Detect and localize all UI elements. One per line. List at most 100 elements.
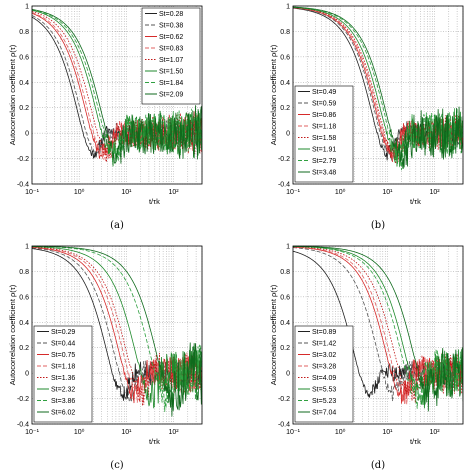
series-line-St=1.42 (293, 247, 463, 402)
y-tick-label: 0 (25, 131, 29, 138)
x-tick-label: 10² (169, 429, 180, 436)
legend-entry: St=1.91 (312, 147, 336, 154)
y-tick-label: 0.4 (280, 80, 290, 87)
panel-caption: (c) (110, 460, 124, 471)
y-tick-label: 0.4 (19, 80, 29, 87)
y-tick-label: 0.2 (19, 345, 29, 352)
legend-entry: St=0.83 (159, 46, 183, 53)
y-tick-label: 0.4 (280, 320, 290, 327)
legend: St=0.49 St=0.59 St=0.86 St=1.18 St=1.58 St=1.… (294, 85, 354, 183)
series-line-St=7.04 (293, 246, 463, 412)
legend-box (294, 325, 354, 423)
legend: St=0.29 St=0.44 St=0.75 St=1.18 St=1.36 St=2.… (33, 325, 93, 423)
chart-panel-a: 1 0.8 0.6 0.4 0.2 0 -0.2 -0.410⁻¹ 10⁰ 10¹ 10² Autoc… (8, 4, 203, 231)
y-tick-label: 0 (286, 131, 290, 138)
legend-entry: St=2.79 (312, 158, 336, 165)
x-tick-label: 10⁰ (74, 188, 85, 196)
legend-entry: St=0.89 (312, 329, 336, 336)
y-tick-label: 0.2 (19, 105, 29, 112)
legend-entry: St=0.49 (312, 89, 336, 96)
plot-frame (292, 5, 464, 185)
x-tick-label: 10¹ (121, 189, 132, 196)
legend-entry: St=0.62 (159, 34, 183, 41)
y-tick-label: -0.2 (278, 396, 290, 403)
x-tick-label: 10⁻¹ (286, 189, 300, 196)
y-tick-label: 0.6 (19, 294, 29, 301)
plot-frame (31, 5, 203, 185)
legend-box (33, 325, 93, 423)
x-tick-label: 10⁻¹ (25, 429, 39, 436)
legend-box (141, 7, 201, 105)
legend-entry: St=7.04 (312, 410, 336, 417)
series-line-St=6.02 (32, 246, 202, 417)
legend-entry: St=1.18 (51, 364, 75, 371)
legend-entry: St=1.42 (312, 341, 336, 348)
series-line-St=2.32 (32, 246, 202, 409)
y-axis-label: Autocorrelation coefficient ρ(τ) (8, 284, 17, 385)
legend: St=0.89 St=1.42 St=3.02 St=3.28 St=4.09 St=5.… (294, 325, 354, 423)
legend-entry: St=1.58 (312, 135, 336, 142)
x-tick-label: 10¹ (382, 429, 393, 436)
x-tick-label: 10⁰ (335, 188, 346, 196)
x-tick-label: 10⁻¹ (25, 189, 39, 196)
y-tick-label: -0.4 (17, 182, 29, 189)
y-tick-label: 0.8 (19, 269, 29, 276)
y-tick-label: 0.2 (280, 345, 290, 352)
x-tick-label: 10² (169, 189, 180, 196)
series-line-St=3.86 (32, 246, 202, 412)
panel-caption: (b) (371, 220, 385, 231)
series-line-St=2.09 (32, 9, 202, 164)
y-tick-label: 1 (286, 244, 290, 251)
legend-entry: St=1.84 (159, 80, 183, 87)
series-line-St=3.02 (293, 246, 463, 404)
legend-entry: St=0.44 (51, 341, 75, 348)
x-tick-label: 10⁰ (74, 428, 85, 436)
x-axis-label: t/τk (410, 197, 421, 206)
legend-entry: St=0.59 (312, 101, 336, 108)
legend-entry: St=2.32 (51, 387, 75, 394)
plot-frame (31, 245, 203, 425)
y-axis-label: Autocorrelation coefficient ρ(τ) (269, 44, 278, 145)
y-tick-label: -0.2 (17, 156, 29, 163)
x-tick-label: 10⁰ (335, 428, 346, 436)
y-tick-label: 0.6 (19, 54, 29, 61)
legend-entry: St=1.50 (159, 69, 183, 76)
y-tick-label: 0.2 (280, 105, 290, 112)
y-tick-label: 0.6 (280, 294, 290, 301)
y-tick-label: -0.4 (278, 422, 290, 429)
legend-entry: St=3.28 (312, 364, 336, 371)
y-tick-label: -0.2 (278, 156, 290, 163)
y-tick-label: 0.8 (280, 269, 290, 276)
y-axis-label: Autocorrelation coefficient ρ(τ) (269, 284, 278, 385)
series-line-St=3.28 (293, 246, 463, 405)
x-axis-label: t/τk (149, 437, 160, 446)
x-axis-label: t/τk (149, 197, 160, 206)
plot-frame (292, 245, 464, 425)
legend-entry: St=4.09 (312, 375, 336, 382)
x-tick-label: 10¹ (121, 429, 132, 436)
legend-entry: St=2.09 (159, 92, 183, 99)
y-tick-label: 0 (25, 371, 29, 378)
y-tick-label: 0.4 (19, 320, 29, 327)
legend-entry: St=0.29 (51, 329, 75, 336)
legend-entry: St=0.75 (51, 352, 75, 359)
chart-panel-c: 1 0.8 0.6 0.4 0.2 0 -0.2 -0.410⁻¹ 10⁰ 10¹ 10² Autoc… (8, 244, 203, 471)
legend-entry: St=3.02 (312, 352, 336, 359)
x-tick-label: 10⁻¹ (286, 429, 300, 436)
series-line-St=3.48 (293, 6, 463, 169)
series-line-St=5.23 (293, 246, 463, 409)
x-tick-label: 10¹ (382, 189, 393, 196)
y-tick-label: 0.8 (280, 29, 290, 36)
legend-entry: St=0.86 (312, 112, 336, 119)
y-tick-label: 1 (25, 4, 29, 11)
x-axis-label: t/τk (410, 437, 421, 446)
legend-box (294, 85, 354, 183)
panel-caption: (d) (371, 460, 385, 471)
chart-panel-d: 1 0.8 0.6 0.4 0.2 0 -0.2 -0.410⁻¹ 10⁰ 10¹ 10² Autoc… (269, 244, 464, 471)
series-line-St=5.53 (293, 246, 463, 409)
legend-entry: St=0.28 (159, 11, 183, 18)
y-tick-label: -0.4 (17, 422, 29, 429)
legend-entry: St=5.23 (312, 398, 336, 405)
series-line-St=4.09 (293, 246, 463, 403)
legend-entry: St=1.07 (159, 57, 183, 64)
